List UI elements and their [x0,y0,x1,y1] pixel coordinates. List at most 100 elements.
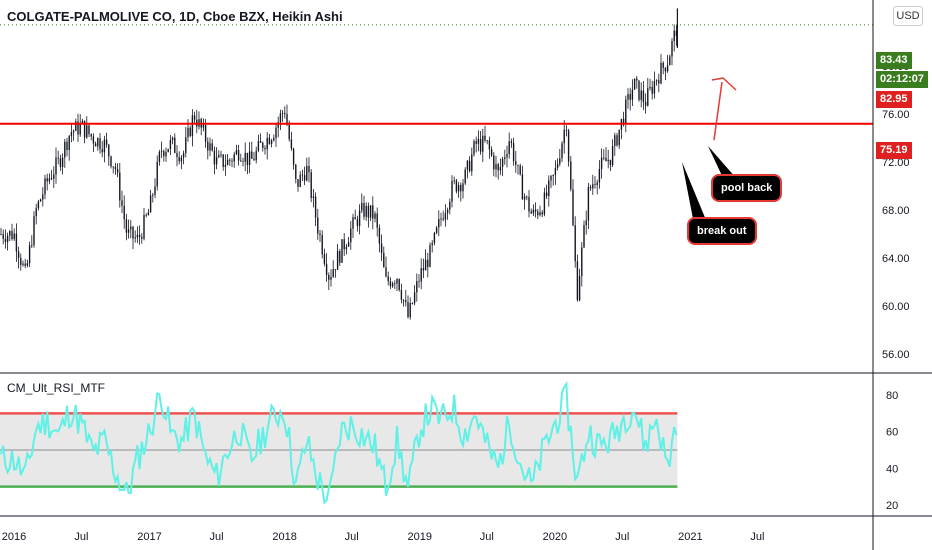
price-candle-body [647,88,649,106]
price-candle-body [506,154,508,158]
price-candle-body [323,254,326,264]
price-candle-body [499,167,502,171]
currency-button[interactable]: USD [893,6,923,26]
chart-title: COLGATE-PALMOLIVE CO, 1D, Cboe BZX, Heik… [7,9,343,24]
price-candle-body [416,281,418,293]
price-candle-body [504,157,506,159]
price-candle-body [176,152,178,158]
time-tick-label: Jul [345,531,359,543]
price-candle-body [666,65,669,72]
price-candle-body [464,169,466,184]
price-candle-body [435,227,438,233]
annotation-break-out[interactable]: break out [687,217,757,245]
price-candle-body [37,201,40,209]
price-candle-body [83,120,86,138]
price-candle-body [350,228,352,243]
price-candle-body [479,138,482,152]
price-candle-body [622,118,625,125]
price-candle-body [462,183,464,192]
price-candle-body [255,150,257,161]
indicator-title[interactable]: CM_Ult_RSI_MTF [7,381,106,395]
price-candle-body [290,139,293,149]
price-candle-body [44,178,46,195]
price-candle-body [202,124,205,128]
price-candle-body [99,138,101,150]
price-candle-body [72,130,75,133]
time-tick-label: 2021 [678,531,702,543]
price-candle-body [17,251,20,259]
price-candle-body [433,232,436,244]
price-candle-body [658,80,660,84]
price-candle-body [127,229,130,233]
price-candle-body [123,205,125,220]
price-candle-body [405,300,407,303]
price-tick-label: 72.00 [882,157,910,169]
price-candle-body [675,30,678,37]
price-candle-body [343,239,345,250]
price-candle-body [114,166,117,170]
price-candle-body [160,151,163,153]
rsi-tick-label: 80 [886,390,898,402]
price-candle-body [334,269,337,271]
price-candle-body [275,127,277,139]
time-tick-label: Jul [480,531,494,543]
price-candle-body [15,233,18,252]
price-candle-body [75,121,77,131]
time-tick-label: 2019 [407,531,431,543]
price-candle-body [301,174,304,176]
price-candle-body [286,113,288,125]
price-candle-body [376,213,378,228]
price-candle-body [594,184,596,186]
rsi-tick-label: 60 [886,427,898,439]
price-candle-body [138,234,141,237]
price-candle-body [596,182,598,185]
price-candle-body [33,216,35,246]
annotation-pool-back[interactable]: pool back [711,174,783,202]
prev-close-tag: 82.95 [876,91,912,108]
price-candle-body [550,176,552,181]
time-tick-label: 2020 [543,531,567,543]
price-candle-body [231,160,233,162]
price-candle-body [105,139,108,145]
price-candle-body [125,219,128,233]
price-candle-body [493,155,495,170]
price-candle-body [510,141,513,144]
time-tick-label: 2018 [272,531,296,543]
price-candle-body [673,30,675,42]
price-candle-body [347,242,350,247]
price-candle-body [611,146,614,165]
price-candle-body [182,153,185,158]
price-candle-body [532,209,535,214]
price-candle-body [152,194,154,196]
price-candle-body [449,201,451,210]
price-candle-body [207,141,209,151]
price-candle-body [363,203,365,217]
price-candle-body [134,237,136,239]
price-candle-body [204,124,207,142]
price-candle-body [559,158,561,164]
price-candle-body [543,192,546,215]
price-candle-body [163,151,165,157]
projection-arrow-head [711,77,737,91]
price-candle-body [495,164,497,170]
price-candle-body [451,181,453,202]
price-candle-body [218,155,220,158]
price-candle-body [167,149,169,152]
price-candle-body [625,99,627,125]
price-candle-body [545,192,548,197]
rsi-line [0,380,678,505]
price-candle-body [339,251,341,263]
price-candle-body [257,141,260,151]
price-candle-body [136,234,139,238]
price-candle-body [288,124,290,140]
price-candle-body [279,113,282,123]
price-candle-body [358,210,361,227]
price-candle-body [539,212,541,216]
price-candle-body [281,112,284,114]
price-candle-body [570,161,572,190]
price-candle-body [526,196,528,198]
price-candle-body [367,205,370,218]
price-candle-body [174,137,176,153]
price-candle-body [77,121,79,135]
